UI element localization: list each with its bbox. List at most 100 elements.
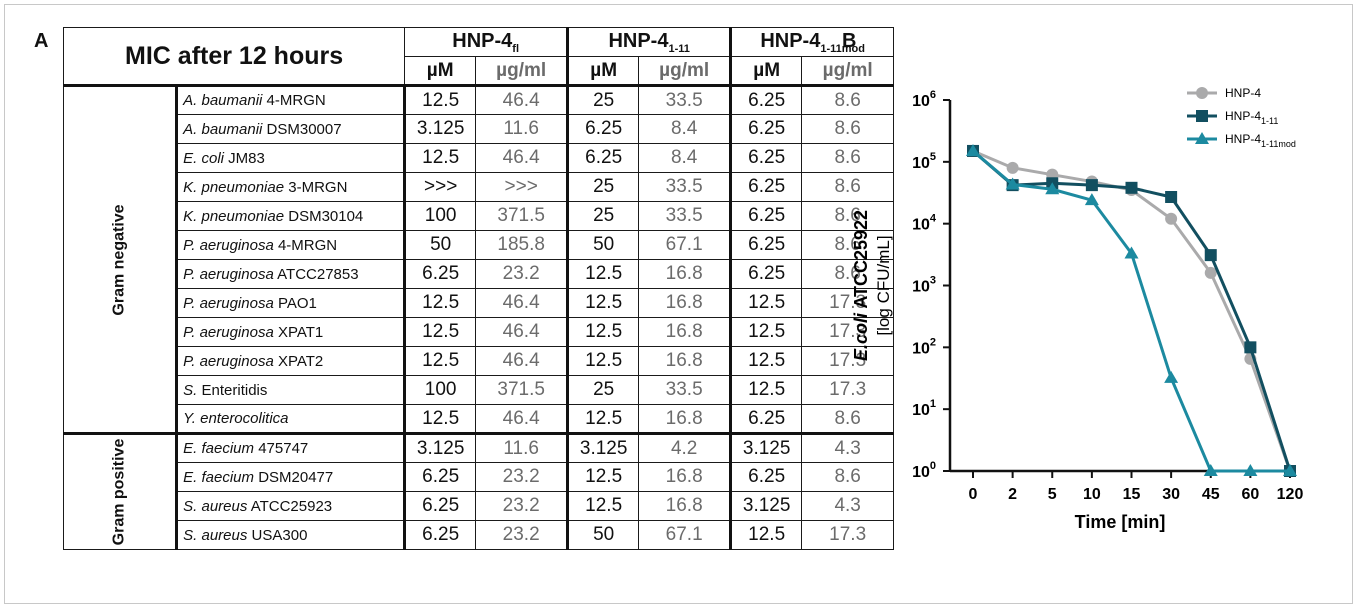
value-cell: 3.125 [729, 491, 803, 521]
organism-cell: P. aeruginosa ATCC27853 [176, 259, 406, 289]
value-cell: 8.6 [801, 201, 895, 231]
value-cell: 23.2 [475, 520, 569, 550]
value-cell: 12.5 [566, 462, 640, 492]
organism-strain: ATCC27853 [273, 265, 359, 283]
data-point [1244, 341, 1257, 354]
data-point [1124, 246, 1139, 259]
value-cell: >>> [403, 172, 477, 202]
data-point [1204, 249, 1217, 262]
value-cell: 23.2 [475, 491, 569, 521]
value-cell: 17.3 [801, 375, 895, 405]
y-axis-label: E.coli ATCC25922 [851, 210, 871, 361]
value-cell: 6.25 [403, 259, 477, 289]
value-cell: 25 [566, 85, 640, 115]
value-cell: 50 [566, 230, 640, 260]
value-cell: 6.25 [566, 114, 640, 144]
organism-cell: S. aureus USA300 [176, 520, 406, 550]
organism-genus: E. faecium [183, 468, 255, 486]
table-row: S. aureus USA300 6.25 23.2 50 67.1 12.5 17.3 [64, 520, 895, 550]
value-cell: 3.125 [566, 432, 640, 463]
value-cell: 33.5 [638, 85, 732, 115]
organism-genus: Y. enterocolitica [183, 410, 289, 427]
group-label: Gram positive [62, 432, 179, 550]
table-row: P. aeruginosa XPAT2 12.5 46.4 12.5 16.8 12.5 1… [64, 346, 895, 376]
x-tick-label: 60 [1241, 486, 1259, 503]
table-row: Y. enterocolitica 12.5 46.4 12.5 16.8 6.25 8.6 [64, 404, 895, 434]
value-cell: 6.25 [729, 172, 803, 202]
table-row: S. aureus ATCC25923 6.25 23.2 12.5 16.8 3.125… [64, 491, 895, 521]
value-cell: 6.25 [729, 143, 803, 173]
organism-cell: A. baumanii DSM30007 [176, 114, 406, 144]
value-cell: 8.6 [801, 230, 895, 260]
x-tick-label: 45 [1202, 486, 1220, 503]
organism-strain: Enteritidis [197, 381, 268, 399]
value-cell: 12.5 [403, 317, 477, 347]
value-cell: 3.125 [403, 114, 477, 144]
value-cell: 12.5 [729, 317, 803, 347]
value-cell: 46.4 [475, 404, 569, 434]
value-cell: 12.5 [566, 346, 640, 376]
value-cell: 23.2 [475, 259, 569, 289]
value-cell: 12.5 [403, 288, 477, 318]
table-row: E. coli JM83 12.5 46.4 6.25 8.4 6.25 8.6 [64, 143, 895, 173]
table-row: S. Enteritidis 100 371.5 25 33.5 12.5 17.3 [64, 375, 895, 405]
organism-strain: DSM30104 [284, 207, 364, 225]
value-cell: 4.3 [801, 491, 895, 521]
value-cell: >>> [475, 172, 569, 202]
organism-cell: E. faecium 475747 [176, 432, 406, 463]
value-cell: 12.5 [403, 404, 477, 434]
organism-genus: A. baumanii [183, 92, 263, 109]
data-point [966, 143, 980, 156]
value-cell: 12.5 [566, 404, 640, 434]
y-tick-label: 101 [912, 398, 936, 419]
data-point [1203, 464, 1218, 476]
value-cell: 371.5 [475, 375, 569, 405]
data-point [1195, 132, 1209, 144]
y-tick-label: 104 [912, 213, 937, 234]
organism-genus: P. aeruginosa [183, 236, 274, 254]
table-row: Gram positive E. faecium 475747 3.125 11.6 3… [62, 432, 895, 550]
table-title: MIC after 12 hours [62, 27, 406, 87]
value-cell: 8.4 [638, 114, 732, 144]
value-cell: 23.2 [475, 462, 569, 492]
organism-genus: S. aureus [183, 526, 248, 544]
organism-genus: P. aeruginosa [183, 323, 274, 341]
organism-cell: E. coli JM83 [176, 143, 406, 173]
organism-cell: P. aeruginosa 4-MRGN [176, 230, 406, 260]
value-cell: 12.5 [566, 491, 640, 521]
unit-header: µg/ml [475, 56, 569, 87]
value-cell: 50 [403, 230, 477, 260]
peptide-subscript: 1-11 [668, 42, 690, 55]
value-cell: 3.125 [403, 432, 477, 463]
value-cell: 12.5 [729, 346, 803, 376]
value-cell: 25 [566, 201, 640, 231]
organism-cell: K. pneumoniae 3-MRGN [176, 172, 406, 202]
value-cell: 46.4 [475, 85, 569, 115]
organism-cell: P. aeruginosa XPAT2 [176, 346, 406, 376]
value-cell: 3.125 [729, 432, 803, 463]
table-row: K. pneumoniae DSM30104 100 371.5 25 33.5 6.25… [64, 201, 895, 231]
organism-cell: P. aeruginosa PAO1 [176, 288, 406, 318]
x-tick-label: 0 [969, 486, 978, 503]
peptide-header: HNP-41-11 [566, 27, 732, 57]
legend-label: HNP-4 [1225, 86, 1261, 100]
value-cell: 371.5 [475, 201, 569, 231]
value-cell: 16.8 [638, 404, 732, 434]
organism-genus: S. [183, 381, 198, 399]
value-cell: 100 [403, 375, 477, 405]
value-cell: 25 [566, 172, 640, 202]
data-point [1125, 181, 1138, 194]
data-point [1084, 193, 1099, 206]
organism-genus: P. aeruginosa [183, 352, 274, 370]
value-cell: 8.6 [801, 404, 895, 434]
value-cell: 12.5 [403, 85, 477, 115]
value-cell: 8.6 [801, 259, 895, 289]
table-row: P. aeruginosa PAO1 12.5 46.4 12.5 16.8 12.5 17… [64, 288, 895, 318]
x-tick-label: 10 [1083, 486, 1101, 503]
data-point [1204, 266, 1217, 279]
x-tick-label: 15 [1123, 486, 1141, 503]
organism-cell: S. Enteritidis [176, 375, 406, 405]
panel-a-label: A [34, 30, 49, 52]
value-cell: 11.6 [475, 432, 569, 463]
y-axis-label-units: [log CFU/mL] [874, 235, 893, 335]
